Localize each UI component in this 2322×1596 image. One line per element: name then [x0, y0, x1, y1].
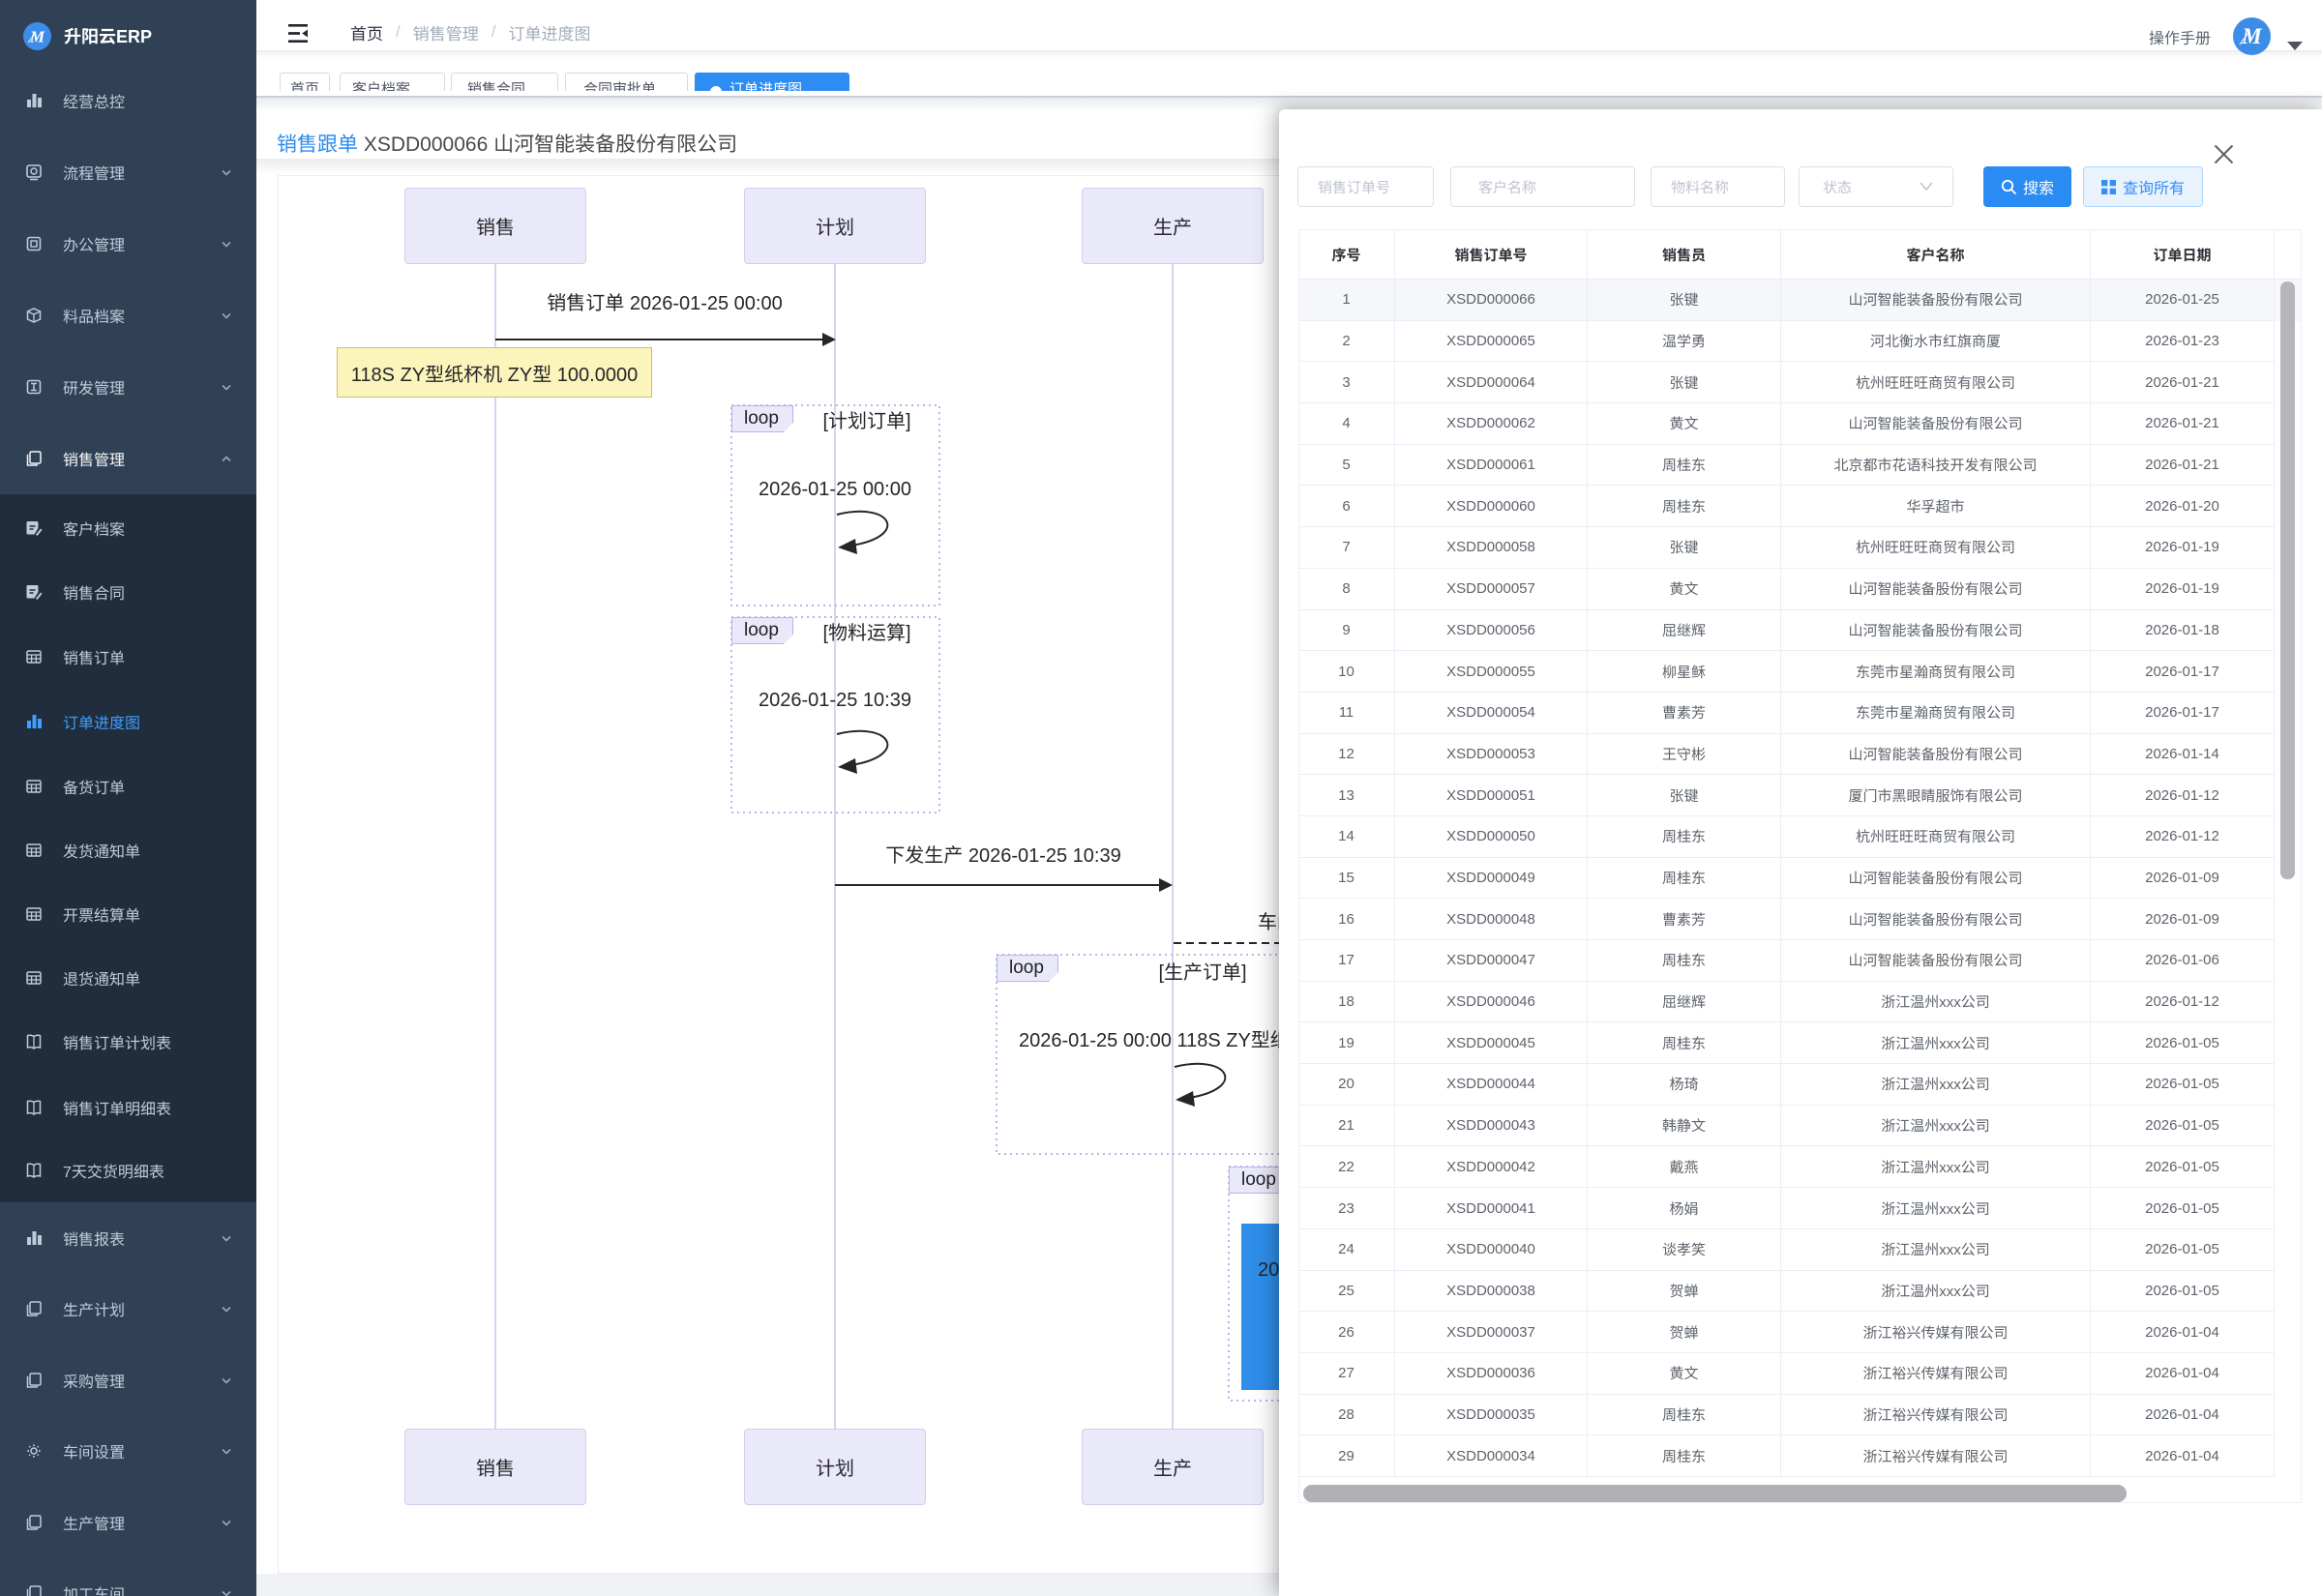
svg-text:M: M: [29, 28, 45, 46]
svg-text:M: M: [2241, 24, 2263, 48]
